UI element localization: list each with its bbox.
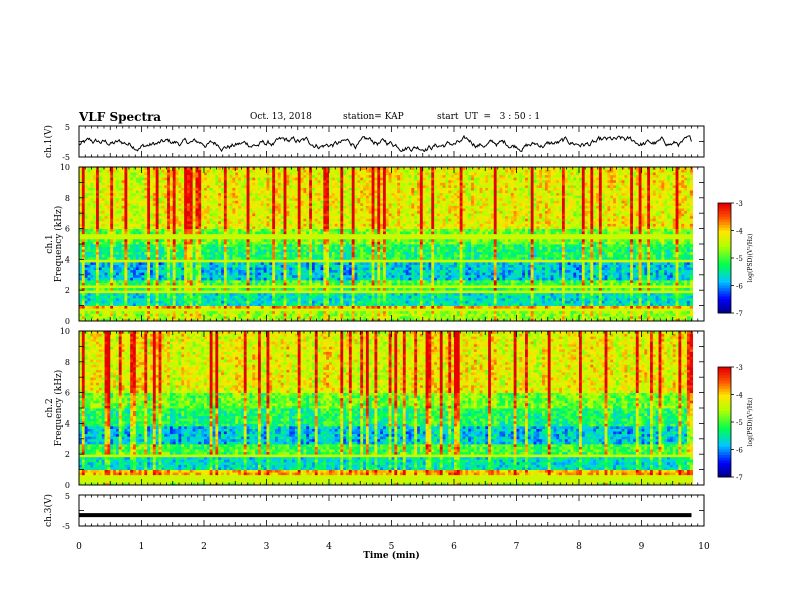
- ch1-spectrogram-colorbar: [718, 203, 734, 314]
- ch2-spectrogram-colorbar-tick-label: -7: [736, 474, 743, 482]
- ch2-spectrogram-colorbar-tick-label: -3: [736, 364, 743, 372]
- ch1-spectrogram-ytick-label: 2: [65, 286, 70, 295]
- x-tick-label: 0: [76, 542, 82, 552]
- ch1-spectrogram-ytick-label: 0: [65, 317, 70, 326]
- ch1-ytick-label: 5: [65, 123, 70, 132]
- ch2-spectrogram-colorbar-label: log(PSD)(V²/Hz): [747, 398, 754, 447]
- ch1-spectrogram-ytick-label: 6: [65, 225, 70, 234]
- x-ticks: [79, 495, 704, 526]
- ch2-spectrogram-ytick-label: 10: [60, 327, 70, 336]
- ch1-ylabel: ch.1(V): [43, 125, 54, 158]
- x-tick-label: 7: [514, 542, 520, 552]
- x-tick-label: 4: [326, 542, 332, 552]
- ch2-spectrogram-heatmap: [79, 331, 693, 485]
- x-tick-label: 2: [201, 542, 207, 552]
- ch1-spectrogram-colorbar-tick-label: -6: [736, 283, 743, 291]
- ch1-spectrogram-heatmap: [79, 167, 693, 321]
- ch2-spectrogram-colorbar-tick-label: -5: [736, 419, 743, 427]
- ch2-spectrogram-colorbar: [718, 367, 734, 478]
- ch1-spectrogram-colorbar-tick-label: -5: [736, 255, 743, 263]
- ch1-spectrogram-ylabel-frequency: Frequency (kHz): [53, 206, 64, 283]
- x-tick-label: 6: [451, 542, 457, 552]
- ch1-spectrogram-ytick-label: 10: [60, 163, 70, 172]
- ch3-ylabel: ch.3(V): [43, 494, 54, 527]
- x-tick-label: 3: [264, 542, 270, 552]
- ch3-ytick-label: 5: [65, 492, 70, 501]
- ch3-ytick-label: -5: [62, 522, 70, 531]
- ch1-spectrogram-ytick-label: 4: [65, 255, 70, 264]
- x-tick-label: 9: [639, 542, 645, 552]
- ch2-spectrogram-ylabel-frequency: Frequency (kHz): [53, 370, 64, 447]
- ch1-ytick-label: -5: [62, 153, 70, 162]
- ch1-spectrogram-colorbar-tick-label: -3: [736, 200, 743, 208]
- ch1-spectrogram-colorbar-label: log(PSD)(V²/Hz): [747, 234, 754, 283]
- x-axis-label: Time (min): [363, 550, 420, 561]
- ch2-spectrogram-ytick-label: 6: [65, 389, 70, 398]
- x-tick-label: 1: [139, 542, 145, 552]
- x-tick-label: 8: [576, 542, 582, 552]
- ch2-spectrogram-colorbar-tick-label: -4: [736, 392, 743, 400]
- ch2-spectrogram-colorbar-tick-label: -6: [736, 447, 743, 455]
- ch1-spectrogram-colorbar-tick-label: -7: [736, 310, 743, 318]
- ch2-spectrogram-ytick-label: 2: [65, 450, 70, 459]
- vlf-spectra-figure: 5-5ch.1(V)0246810ch.1 Frequency (kHz)-3-4…: [0, 0, 792, 612]
- ch1-spectrogram-colorbar-tick-label: -4: [736, 228, 743, 236]
- ch1-spectrogram-ytick-label: 8: [65, 194, 70, 203]
- ch1-waveform-trace: [79, 136, 692, 152]
- x-tick-label: 10: [698, 542, 710, 552]
- ch2-spectrogram-ytick-label: 4: [65, 419, 70, 428]
- ch2-spectrogram-ytick-label: 8: [65, 358, 70, 367]
- ch2-spectrogram-ytick-label: 0: [65, 481, 70, 490]
- x-ticks: [79, 126, 704, 157]
